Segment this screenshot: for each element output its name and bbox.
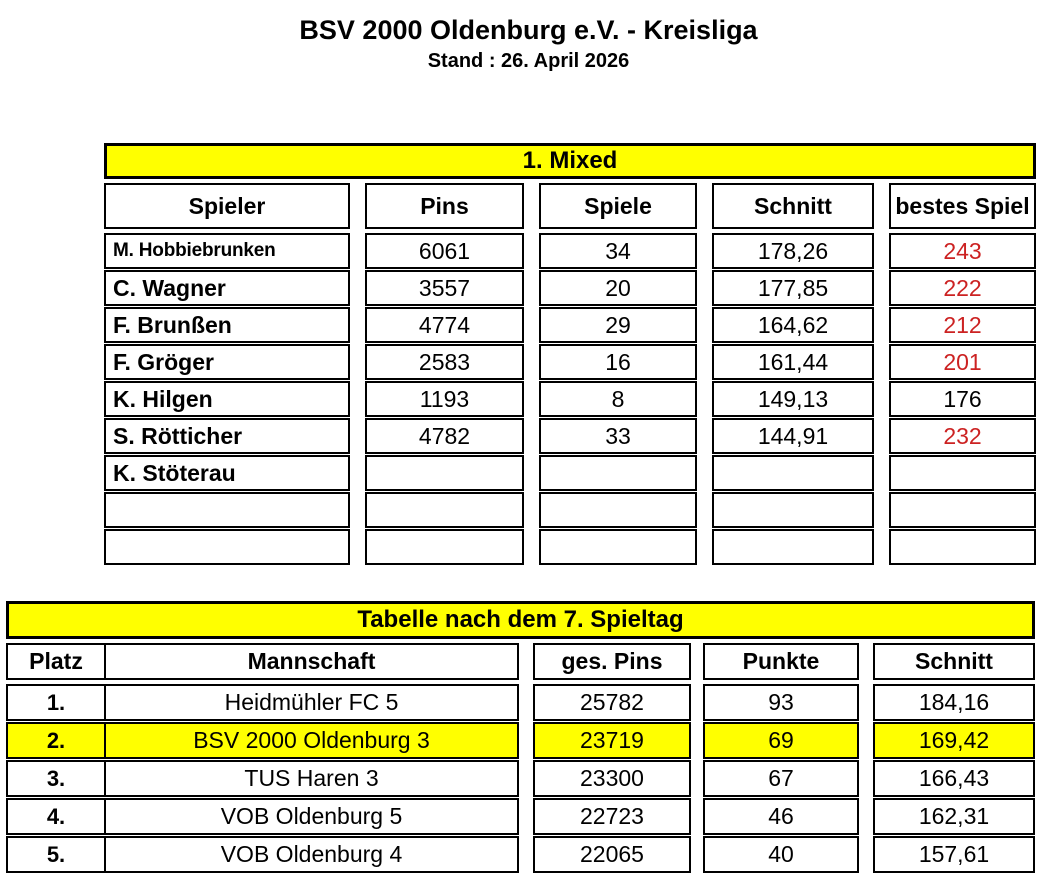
mixed-player-table: 1. Mixed Spieler Pins Spiele Schnitt bes… bbox=[104, 143, 1036, 565]
pins-cell: 4774 bbox=[365, 307, 524, 343]
team-cell: TUS Haren 3 bbox=[106, 760, 519, 797]
league-title: BSV 2000 Oldenburg e.V. - Kreisliga bbox=[299, 15, 758, 45]
spiele-cell: 8 bbox=[539, 381, 697, 417]
standings-header-ges-pins: ges. Pins bbox=[533, 643, 691, 680]
points-cell: 40 bbox=[703, 836, 859, 873]
mixed-header-bestes-spiel: bestes Spiel bbox=[889, 183, 1036, 229]
spiele-cell bbox=[539, 492, 697, 528]
total-pins-cell: 23719 bbox=[533, 722, 691, 759]
rank-cell: 1. bbox=[6, 684, 106, 721]
schnitt-cell: 177,85 bbox=[712, 270, 874, 306]
standings-table-banner: Tabelle nach dem 7. Spieltag bbox=[6, 601, 1035, 639]
player-name-cell: F. Brunßen bbox=[104, 307, 350, 343]
spiele-cell bbox=[539, 529, 697, 565]
player-name-cell: F. Gröger bbox=[104, 344, 350, 380]
best-game-cell bbox=[889, 529, 1036, 565]
report-header: BSV 2000 Oldenburg e.V. - Kreisliga Stan… bbox=[0, 0, 1057, 74]
best-game-cell: 201 bbox=[889, 344, 1036, 380]
mixed-table-header-row: Spieler Pins Spiele Schnitt bestes Spiel bbox=[104, 183, 1036, 229]
rank-cell: 4. bbox=[6, 798, 106, 835]
spiele-cell: 33 bbox=[539, 418, 697, 454]
pins-cell: 2583 bbox=[365, 344, 524, 380]
pins-cell bbox=[365, 455, 524, 491]
schnitt-cell: 144,91 bbox=[712, 418, 874, 454]
pins-cell bbox=[365, 492, 524, 528]
best-game-cell: 212 bbox=[889, 307, 1036, 343]
pins-cell: 1193 bbox=[365, 381, 524, 417]
player-name-cell bbox=[104, 529, 350, 565]
standings-header-row: Platz Mannschaft ges. Pins Punkte Schnit… bbox=[6, 643, 1035, 680]
best-game-cell: 176 bbox=[889, 381, 1036, 417]
average-cell: 184,16 bbox=[873, 684, 1035, 721]
average-cell: 157,61 bbox=[873, 836, 1035, 873]
standings-header-mannschaft: Mannschaft bbox=[106, 643, 519, 680]
points-cell: 46 bbox=[703, 798, 859, 835]
spiele-cell bbox=[539, 455, 697, 491]
pins-cell: 4782 bbox=[365, 418, 524, 454]
standings-header-schnitt: Schnitt bbox=[873, 643, 1035, 680]
standings-header-punkte: Punkte bbox=[703, 643, 859, 680]
points-cell: 67 bbox=[703, 760, 859, 797]
player-name-cell bbox=[104, 492, 350, 528]
schnitt-cell: 178,26 bbox=[712, 233, 874, 269]
spiele-cell: 16 bbox=[539, 344, 697, 380]
pins-cell: 3557 bbox=[365, 270, 524, 306]
team-cell: VOB Oldenburg 4 bbox=[106, 836, 519, 873]
pins-cell: 6061 bbox=[365, 233, 524, 269]
standings-header-platz: Platz bbox=[6, 643, 106, 680]
spiele-cell: 34 bbox=[539, 233, 697, 269]
player-name-cell: S. Rötticher bbox=[104, 418, 350, 454]
mixed-table-body: M. Hobbiebrunken 6061 34 178,26 243 C. W… bbox=[104, 233, 1036, 565]
rank-cell: 5. bbox=[6, 836, 106, 873]
mixed-header-pins: Pins bbox=[365, 183, 524, 229]
team-cell: VOB Oldenburg 5 bbox=[106, 798, 519, 835]
schnitt-cell: 149,13 bbox=[712, 381, 874, 417]
best-game-cell: 232 bbox=[889, 418, 1036, 454]
points-cell: 69 bbox=[703, 722, 859, 759]
team-cell: BSV 2000 Oldenburg 3 bbox=[106, 722, 519, 759]
schnitt-cell: 161,44 bbox=[712, 344, 874, 380]
standings-table: Tabelle nach dem 7. Spieltag Platz Manns… bbox=[6, 601, 1035, 873]
total-pins-cell: 22065 bbox=[533, 836, 691, 873]
mixed-header-schnitt: Schnitt bbox=[712, 183, 874, 229]
schnitt-cell bbox=[712, 529, 874, 565]
rank-cell: 3. bbox=[6, 760, 106, 797]
best-game-cell: 222 bbox=[889, 270, 1036, 306]
best-game-cell bbox=[889, 492, 1036, 528]
total-pins-cell: 25782 bbox=[533, 684, 691, 721]
schnitt-cell: 164,62 bbox=[712, 307, 874, 343]
points-cell: 93 bbox=[703, 684, 859, 721]
mixed-table-banner: 1. Mixed bbox=[104, 143, 1036, 179]
best-game-cell bbox=[889, 455, 1036, 491]
average-cell: 166,43 bbox=[873, 760, 1035, 797]
average-cell: 162,31 bbox=[873, 798, 1035, 835]
standings-table-body: 1. Heidmühler FC 5 25782 93 184,16 2. BS… bbox=[6, 684, 1035, 873]
player-name-cell: C. Wagner bbox=[104, 270, 350, 306]
total-pins-cell: 23300 bbox=[533, 760, 691, 797]
report-date: Stand : 26. April 2026 bbox=[427, 50, 630, 72]
spiele-cell: 29 bbox=[539, 307, 697, 343]
rank-cell: 2. bbox=[6, 722, 106, 759]
mixed-header-spiele: Spiele bbox=[539, 183, 697, 229]
player-name-cell: M. Hobbiebrunken bbox=[104, 233, 350, 269]
total-pins-cell: 22723 bbox=[533, 798, 691, 835]
team-cell: Heidmühler FC 5 bbox=[106, 684, 519, 721]
schnitt-cell bbox=[712, 455, 874, 491]
pins-cell bbox=[365, 529, 524, 565]
mixed-header-spieler: Spieler bbox=[104, 183, 350, 229]
player-name-cell: K. Hilgen bbox=[104, 381, 350, 417]
schnitt-cell bbox=[712, 492, 874, 528]
best-game-cell: 243 bbox=[889, 233, 1036, 269]
player-name-cell: K. Stöterau bbox=[104, 455, 350, 491]
spiele-cell: 20 bbox=[539, 270, 697, 306]
average-cell: 169,42 bbox=[873, 722, 1035, 759]
